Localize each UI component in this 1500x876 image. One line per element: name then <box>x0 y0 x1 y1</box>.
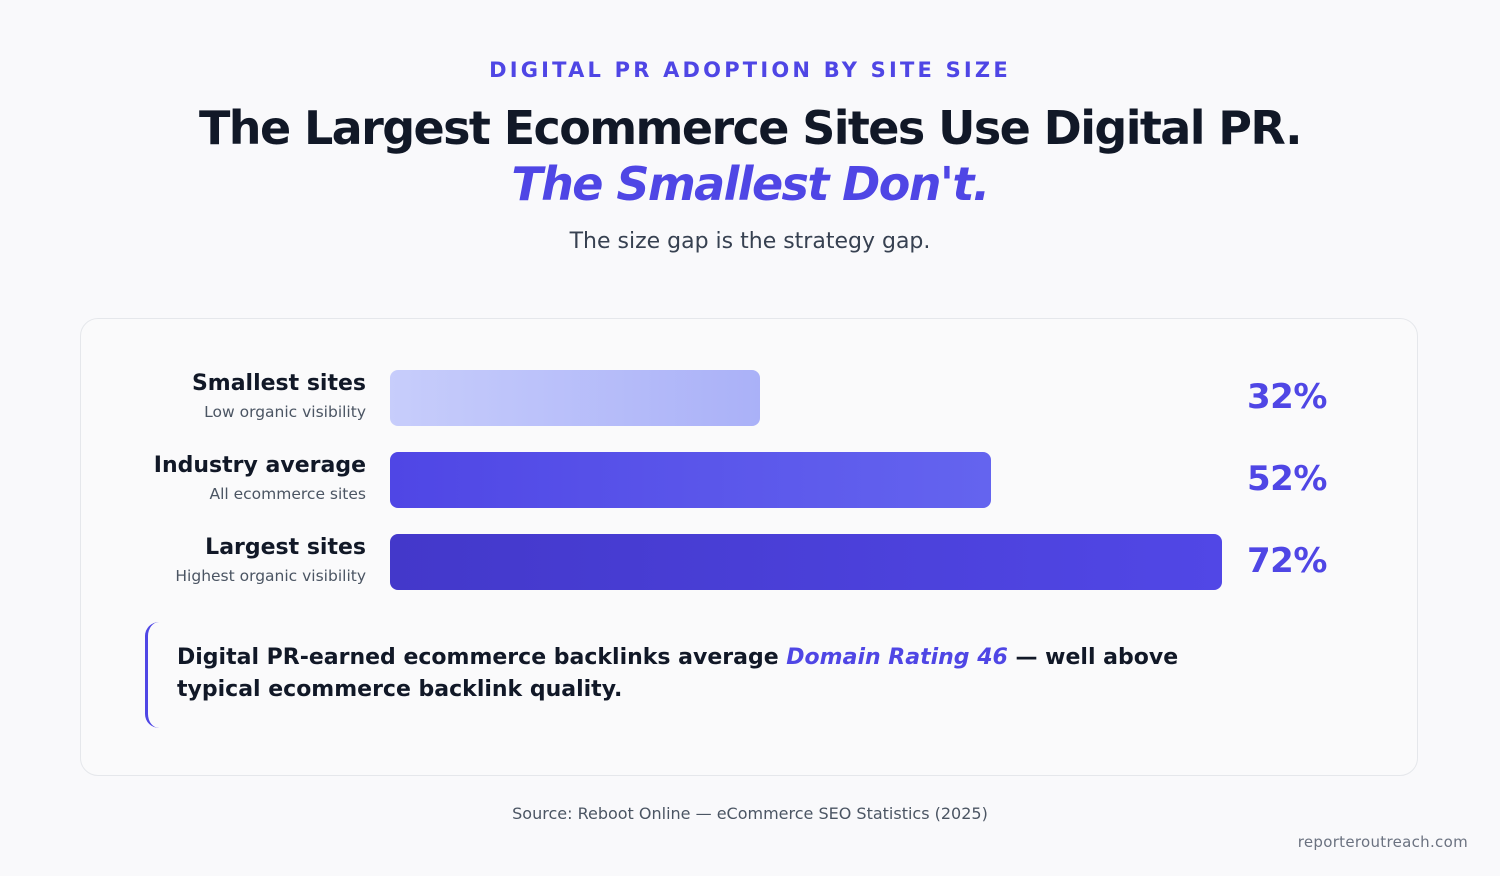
watermark: reporteroutreach.com <box>1297 833 1468 851</box>
data-label: 52% <box>1247 459 1327 499</box>
bar <box>390 534 1222 590</box>
bar <box>390 452 991 508</box>
bar <box>390 370 760 426</box>
title-main: The Largest Ecommerce Sites Use Digital … <box>199 101 1303 155</box>
bar-track <box>390 370 1222 426</box>
callout-text-before: Digital PR-earned ecommerce backlinks av… <box>177 645 787 670</box>
bar-label-1: Industry average All ecommerce sites <box>66 452 366 504</box>
bar-track <box>390 534 1222 590</box>
chart-eyebrow: DIGITAL PR ADOPTION BY SITE SIZE <box>489 58 1011 82</box>
category-description: All ecommerce sites <box>209 485 366 503</box>
callout-text-after: — well above typical ecommerce backlink … <box>177 645 1179 702</box>
data-label: 32% <box>1247 377 1327 417</box>
bar-label-2: Largest sites Highest organic visibility <box>66 534 366 586</box>
bar-track <box>390 452 1222 508</box>
category-description: Highest organic visibility <box>175 567 366 585</box>
data-label: 72% <box>1247 541 1327 581</box>
category-label: Largest sites <box>205 535 366 560</box>
title-accent: The Smallest Don't. <box>511 157 990 211</box>
callout-highlight: Domain Rating 46 <box>786 645 1008 670</box>
category-label: Smallest sites <box>191 371 366 396</box>
bar-label-0: Smallest sites Low organic visibility <box>66 370 366 422</box>
source-note: Source: Reboot Online — eCommerce SEO St… <box>512 804 988 823</box>
category-description: Low organic visibility <box>204 403 366 421</box>
chart-subtitle: The size gap is the strategy gap. <box>569 229 931 254</box>
chart-card: Smallest sites Low organic visibility 32% I… <box>80 318 1418 776</box>
category-label: Industry average <box>153 453 366 478</box>
chart-title: The Largest Ecommerce Sites Use Digital … <box>150 100 1350 212</box>
callout-box: Digital PR-earned ecommerce backlinks av… <box>145 622 1265 728</box>
